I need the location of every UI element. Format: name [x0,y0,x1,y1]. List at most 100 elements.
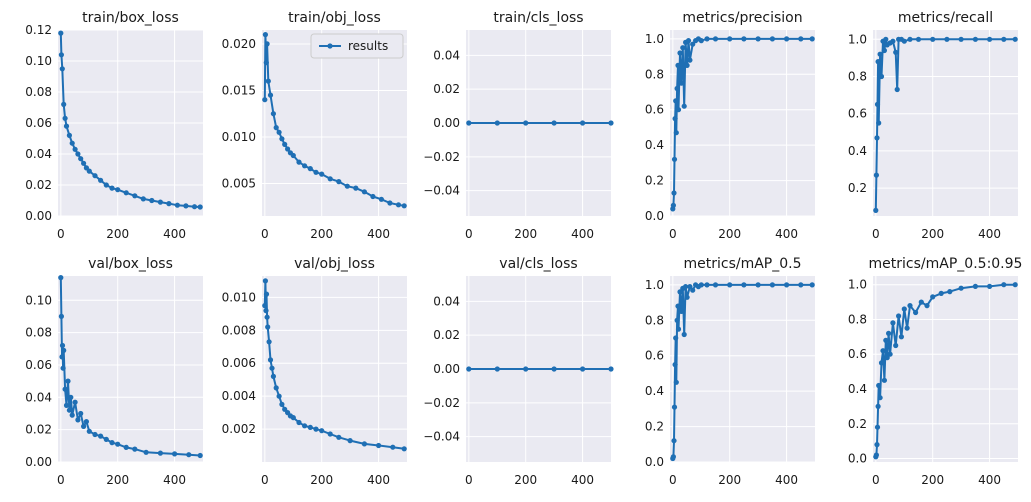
data-point [273,125,279,131]
data-point [86,168,92,174]
y-tick-label: 0.6 [848,347,867,361]
data-point [680,45,686,51]
data-point [63,123,70,129]
data-point [282,141,288,147]
data-point [264,41,270,47]
data-point [290,152,296,159]
data-point [123,190,129,196]
x-tick-label: 200 [718,227,741,241]
data-point [874,424,881,430]
data-point [263,60,269,66]
data-point [132,446,138,452]
data-point [930,294,936,300]
y-tick-label: 0.04 [433,48,460,62]
data-point [907,303,913,309]
data-point [681,331,687,338]
data-point [81,160,87,166]
data-point [65,378,71,384]
data-point [873,452,880,458]
data-point [58,313,64,319]
subplot-title: metrics/mAP_0.5:0.95 [869,256,1023,272]
x-tick-label: 0 [261,473,269,487]
data-point [675,303,681,309]
data-point [678,80,685,86]
x-tick-label: 0 [57,473,65,487]
x-tick-label: 400 [163,473,186,487]
data-point [78,156,84,162]
data-point [401,203,407,209]
data-point [494,366,500,372]
subplot-metrics-map-0-5-0-95: 0 200 400 0.0 0.2 0.4 0.6 0.8 1.0metrics/mAP_0.5… [848,256,1023,487]
data-point [1012,36,1018,42]
data-point [677,289,683,295]
y-tick-label: 1.0 [645,278,664,292]
data-point [72,146,78,152]
data-point [685,38,692,44]
data-point [671,190,677,196]
y-tick-label: 0.00 [433,116,460,130]
data-point [270,111,276,117]
data-point [267,357,274,363]
y-tick-label: 0.8 [848,70,867,84]
data-point [769,36,776,42]
data-point [672,362,678,368]
data-point [59,66,65,72]
data-point [670,454,677,460]
y-tick-label: 0.2 [645,174,664,188]
data-point [580,120,586,126]
data-point [675,326,682,332]
data-point [86,428,92,434]
data-point [918,299,924,305]
data-point [319,171,325,177]
subplot-title: train/obj_loss [288,10,381,26]
data-point [608,366,614,372]
data-point [98,433,104,439]
data-point [72,399,78,405]
y-tick-label: −0.02 [423,150,460,164]
data-point [901,38,907,44]
data-point [675,107,682,113]
data-point [58,275,64,281]
data-point [361,189,367,195]
x-tick-label: 400 [775,227,798,241]
data-point [690,287,696,293]
data-point [704,36,710,42]
y-tick-label: 0.010 [222,130,256,144]
data-point [157,450,163,456]
data-point [140,196,146,202]
data-point [149,197,155,204]
y-tick-label: 0.6 [645,103,664,117]
data-point [875,403,881,409]
data-point [671,404,678,410]
data-point [344,183,350,189]
subplot-train-cls-loss: 0 200 400 −0.04 −0.02 0.00 0.02 0.04 train/cls_l… [423,10,614,241]
data-point [59,354,65,360]
data-point [370,193,376,200]
data-point [98,177,104,183]
subplot-title: metrics/mAP_0.5 [683,256,801,272]
data-point [166,201,172,207]
data-point [61,347,67,353]
data-point [551,366,557,372]
subplot-title: train/box_loss [82,10,179,26]
data-point [264,314,270,320]
data-point [273,385,279,391]
data-point [58,52,64,58]
data-point [673,130,679,136]
y-tick-label: 0.8 [848,312,867,326]
subplot-val-obj-loss: 0 200 400 0.002 0.004 0.006 0.008 0.010 val/obj_… [222,256,407,487]
data-point [684,62,690,68]
data-point [313,169,319,175]
y-tick-label: 0.002 [222,422,256,436]
plot-area [58,276,203,462]
x-tick-label: 400 [978,473,1001,487]
data-point [683,284,689,290]
x-tick-label: 200 [310,227,333,241]
data-point [279,136,285,142]
plot-area [670,30,815,216]
data-point [296,419,302,426]
data-point [123,444,129,450]
data-point [876,382,882,389]
y-tick-label: 0.10 [25,293,52,307]
y-tick-label: 0.4 [645,138,664,152]
